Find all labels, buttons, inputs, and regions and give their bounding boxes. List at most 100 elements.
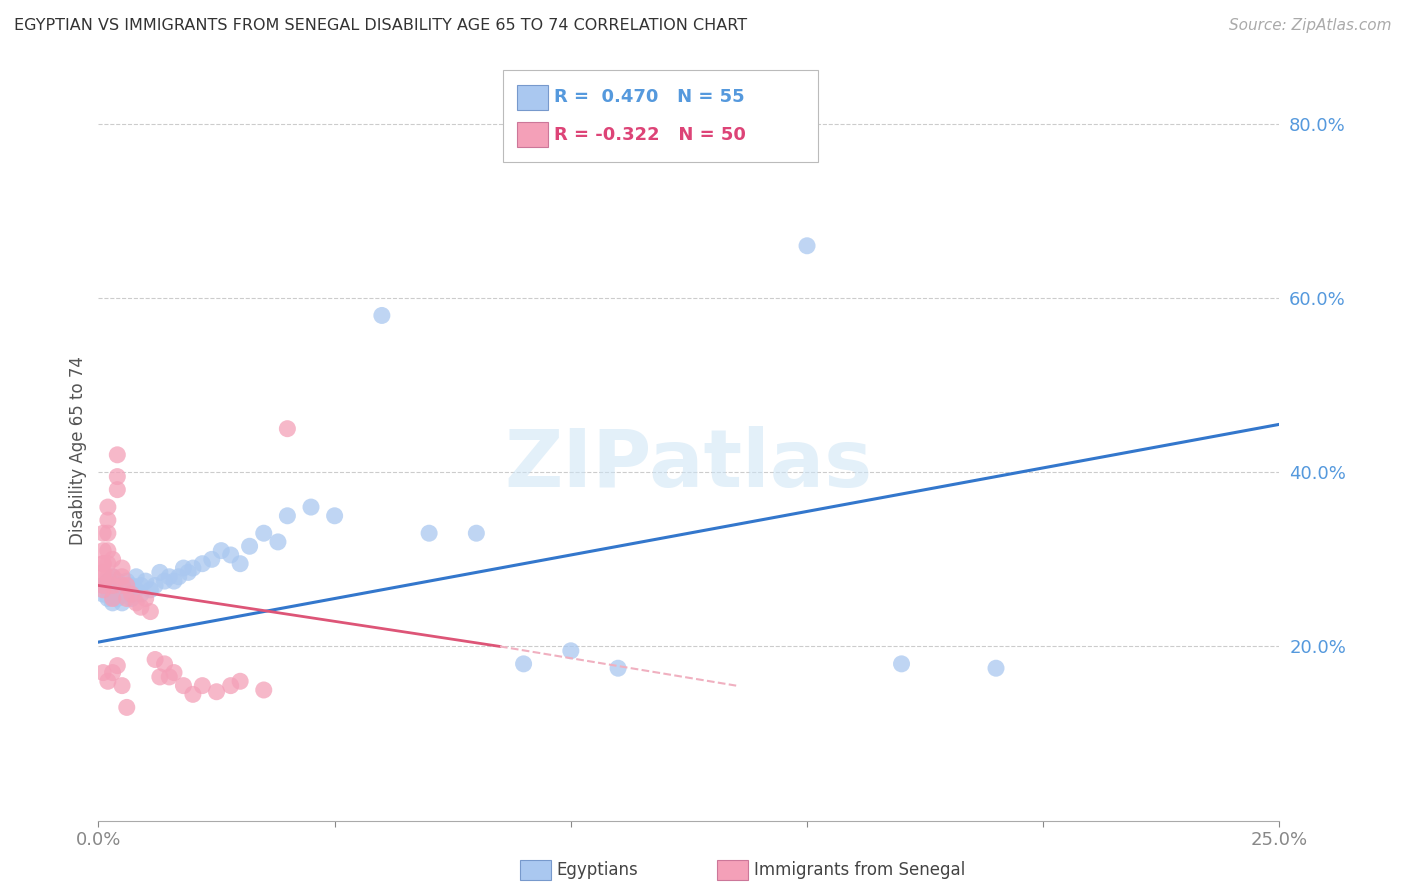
Point — [201, 552, 224, 566]
Y-axis label: Disability Age 65 to 74: Disability Age 65 to 74 — [69, 356, 87, 545]
Point — [191, 679, 214, 693]
Point — [101, 570, 124, 584]
Point — [91, 570, 114, 584]
Point — [153, 657, 176, 671]
Point — [607, 661, 630, 675]
Point — [91, 543, 114, 558]
Point — [111, 578, 134, 592]
Text: R = -0.322   N = 50: R = -0.322 N = 50 — [554, 126, 745, 144]
Point — [121, 587, 143, 601]
Point — [97, 500, 120, 514]
Text: Source: ZipAtlas.com: Source: ZipAtlas.com — [1229, 18, 1392, 33]
Point — [91, 578, 114, 592]
Point — [267, 535, 290, 549]
Text: R =  0.470   N = 55: R = 0.470 N = 55 — [554, 88, 745, 106]
Point — [205, 684, 228, 698]
Point — [101, 570, 124, 584]
Point — [219, 548, 242, 562]
Point — [253, 526, 276, 541]
Point — [143, 578, 166, 592]
Point — [105, 591, 128, 606]
Point — [129, 578, 152, 592]
Point — [111, 596, 134, 610]
Point — [153, 574, 176, 588]
Point — [371, 309, 394, 323]
Point — [181, 561, 204, 575]
Text: Immigrants from Senegal: Immigrants from Senegal — [754, 861, 965, 879]
Point — [97, 582, 120, 597]
Point — [121, 587, 143, 601]
Point — [105, 448, 128, 462]
Point — [105, 483, 128, 497]
Text: EGYPTIAN VS IMMIGRANTS FROM SENEGAL DISABILITY AGE 65 TO 74 CORRELATION CHART: EGYPTIAN VS IMMIGRANTS FROM SENEGAL DISA… — [14, 18, 747, 33]
Point — [465, 526, 488, 541]
Point — [97, 591, 120, 606]
Point — [91, 578, 114, 592]
Point — [125, 596, 148, 610]
Point — [276, 422, 298, 436]
Point — [101, 578, 124, 592]
Point — [209, 543, 232, 558]
Point — [97, 574, 120, 588]
Point — [91, 587, 114, 601]
Point — [105, 574, 128, 588]
Point — [101, 578, 124, 592]
Point — [111, 587, 134, 601]
Point — [796, 239, 818, 253]
Point — [984, 661, 1007, 675]
Point — [890, 657, 912, 671]
Point — [101, 596, 124, 610]
Point — [125, 582, 148, 597]
Point — [512, 657, 534, 671]
Point — [97, 543, 120, 558]
Point — [172, 561, 194, 575]
Point — [105, 658, 128, 673]
Point — [101, 591, 124, 606]
Point — [101, 552, 124, 566]
Point — [111, 679, 134, 693]
Point — [229, 557, 252, 571]
Point — [139, 582, 162, 597]
Point — [157, 570, 180, 584]
Point — [105, 469, 128, 483]
Point — [91, 566, 114, 580]
Point — [97, 513, 120, 527]
Point — [143, 652, 166, 666]
Point — [191, 557, 214, 571]
Point — [163, 665, 186, 680]
Point — [115, 582, 138, 597]
Point — [167, 570, 190, 584]
Point — [115, 574, 138, 588]
Point — [97, 674, 120, 689]
Point — [111, 570, 134, 584]
Text: Egyptians: Egyptians — [557, 861, 638, 879]
Point — [111, 578, 134, 592]
Point — [253, 683, 276, 698]
Point — [101, 665, 124, 680]
Point — [97, 557, 120, 571]
Point — [172, 679, 194, 693]
Point — [91, 557, 114, 571]
Point — [299, 500, 322, 514]
Point — [418, 526, 440, 541]
Point — [323, 508, 346, 523]
Point — [121, 578, 143, 592]
Point — [101, 587, 124, 601]
Point — [181, 687, 204, 701]
Point — [125, 570, 148, 584]
Point — [121, 591, 143, 606]
Point — [139, 605, 162, 619]
Point — [149, 670, 172, 684]
Point — [177, 566, 200, 580]
Point — [135, 591, 157, 606]
Point — [163, 574, 186, 588]
Text: ZIPatlas: ZIPatlas — [505, 426, 873, 504]
Point — [105, 582, 128, 597]
Point — [219, 679, 242, 693]
Point — [229, 674, 252, 689]
Point — [129, 600, 152, 615]
Point — [91, 526, 114, 541]
Point — [129, 587, 152, 601]
Point — [97, 526, 120, 541]
Point — [157, 670, 180, 684]
